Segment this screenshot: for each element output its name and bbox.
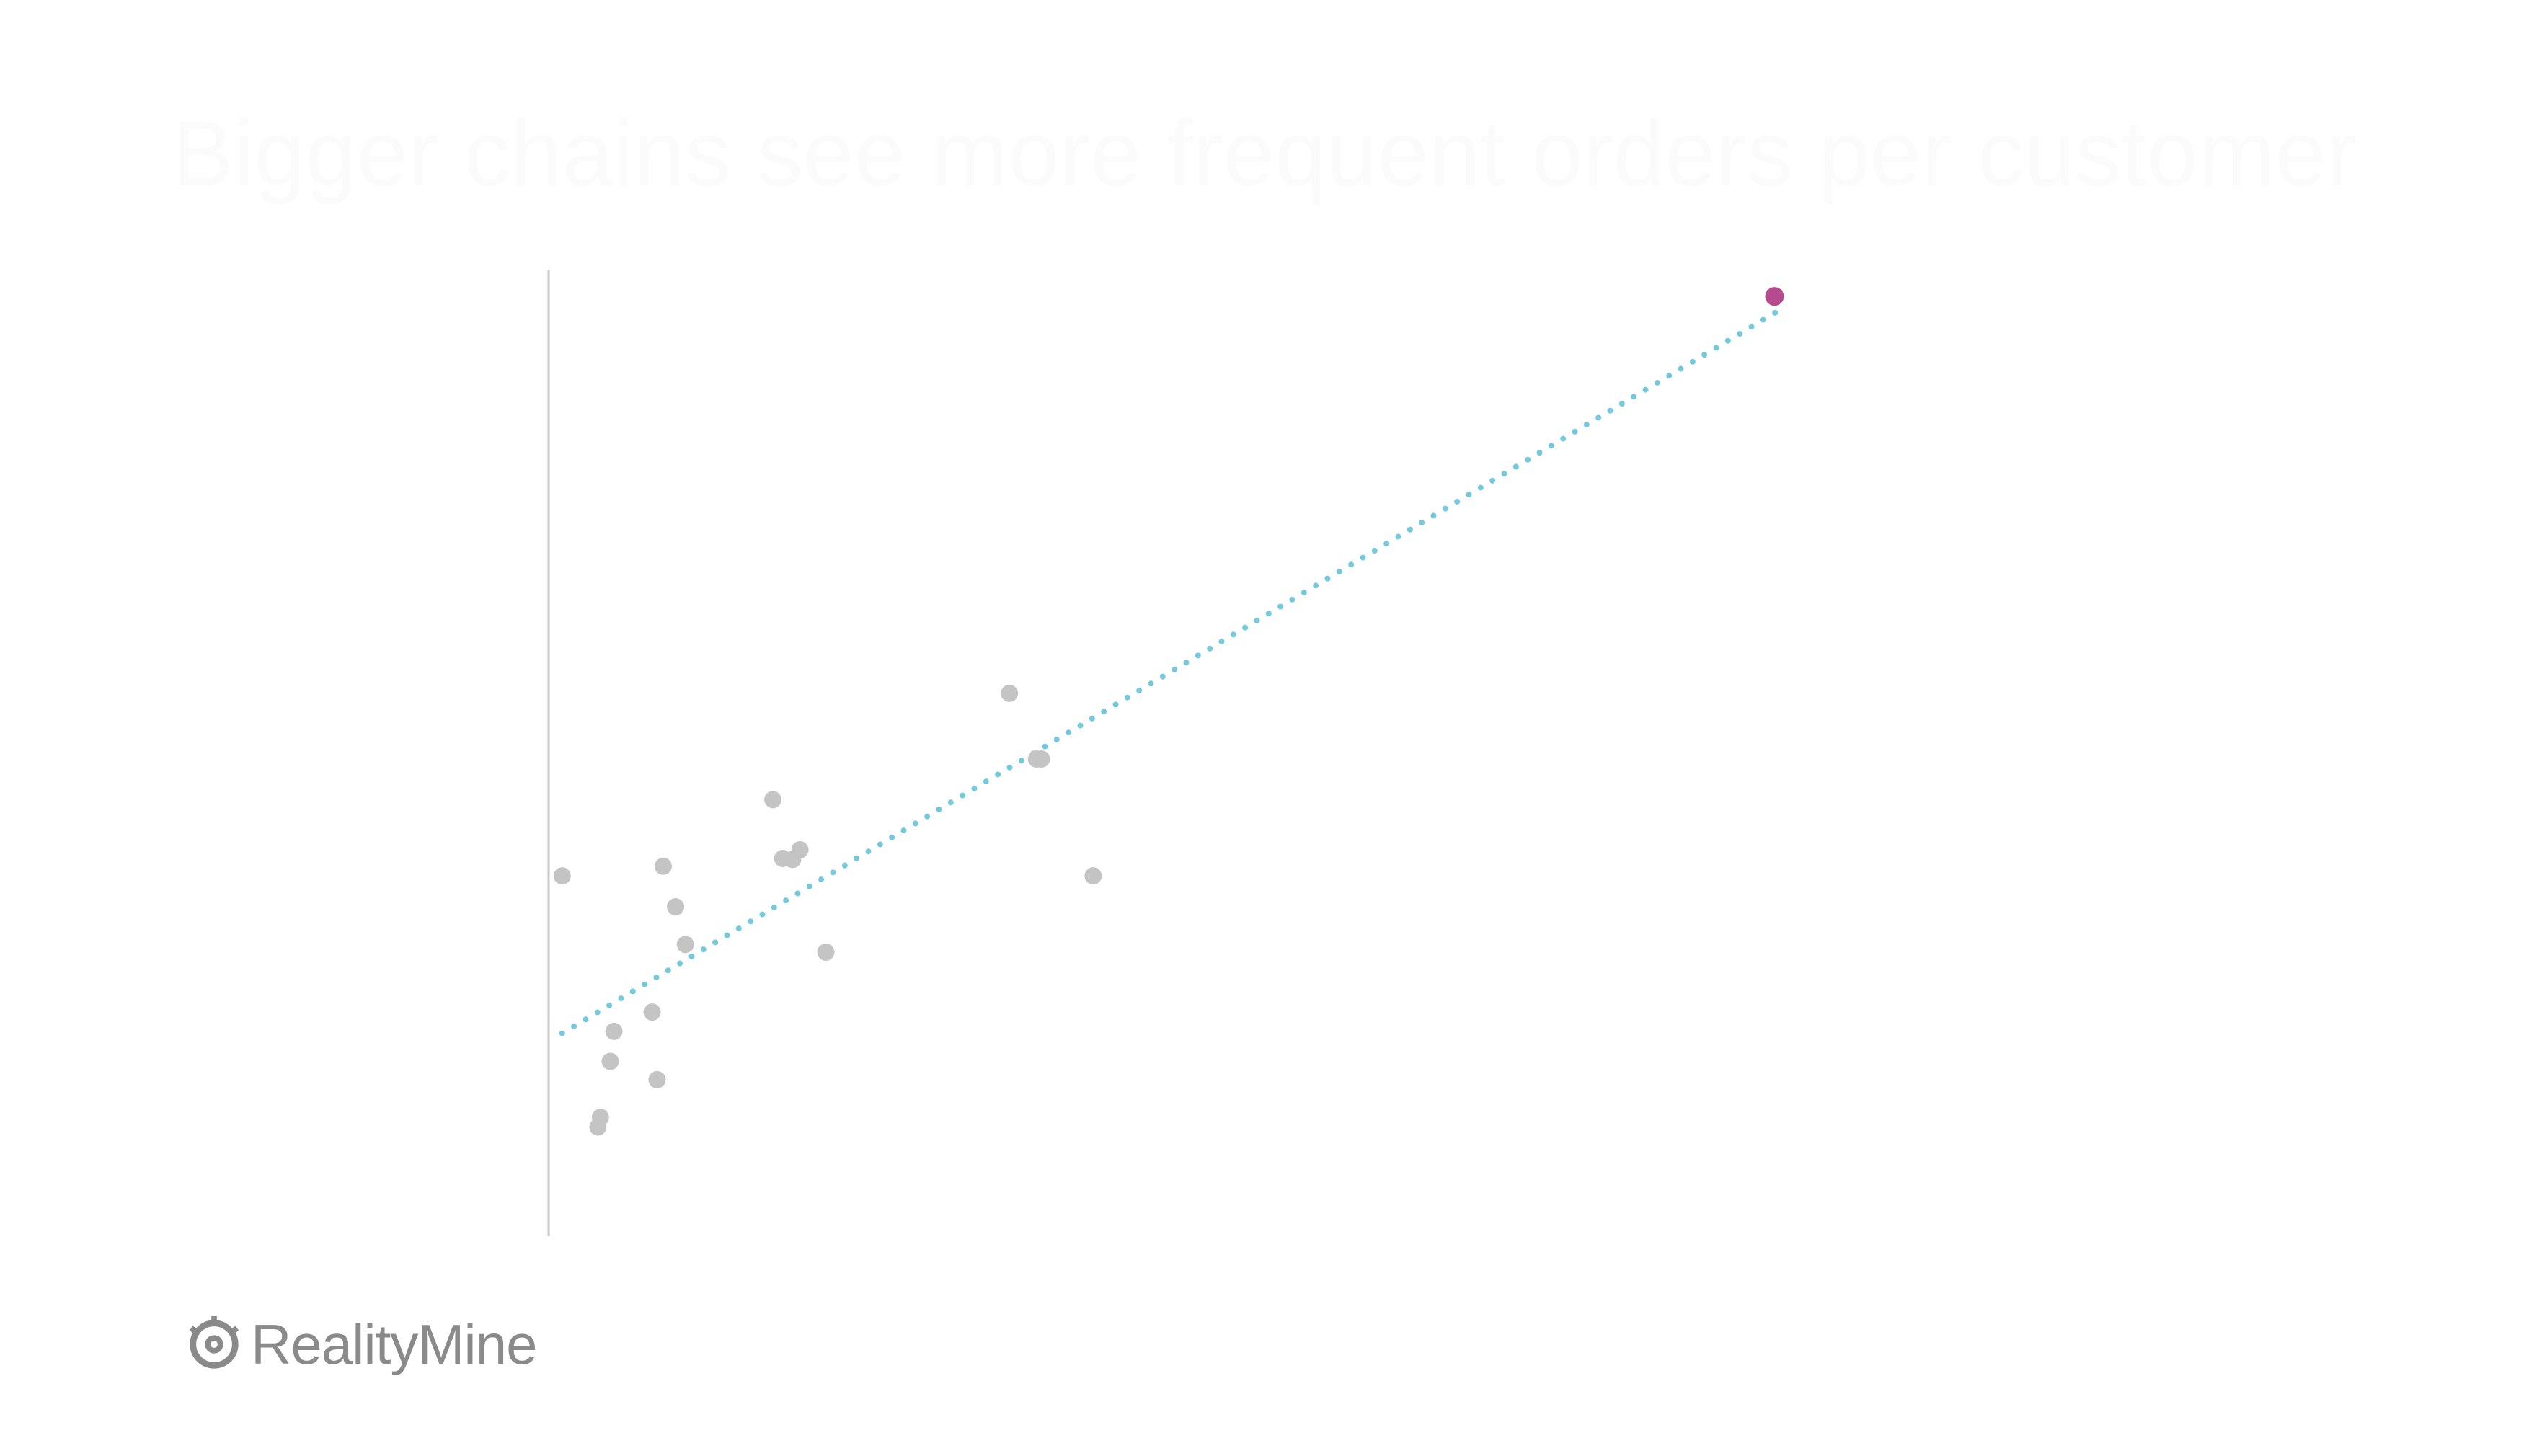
eye-gear-icon [189, 1316, 239, 1369]
data-point [667, 898, 685, 916]
trendline [559, 308, 1781, 1036]
data-point [1001, 684, 1019, 702]
points-layer [553, 684, 1102, 1136]
data-point [643, 1003, 661, 1021]
data-point [791, 841, 809, 858]
data-point [1084, 867, 1102, 885]
logo-text: RealityMine [251, 1313, 537, 1376]
page-title: Bigger chains see more frequent orders p… [172, 102, 2357, 205]
data-point [654, 857, 672, 875]
realitymine-logo: RealityMine [186, 1312, 537, 1377]
data-point [1032, 750, 1050, 768]
data-point [676, 936, 694, 954]
data-point [648, 1070, 666, 1088]
highlight-layer [1765, 287, 1784, 306]
trendline-layer [559, 308, 1781, 1036]
data-point [601, 1052, 619, 1070]
data-point [817, 944, 835, 962]
data-point [764, 791, 782, 809]
data-point [553, 867, 571, 885]
data-point [605, 1022, 623, 1040]
data-point [591, 1109, 609, 1127]
highlight-point [1765, 287, 1784, 306]
